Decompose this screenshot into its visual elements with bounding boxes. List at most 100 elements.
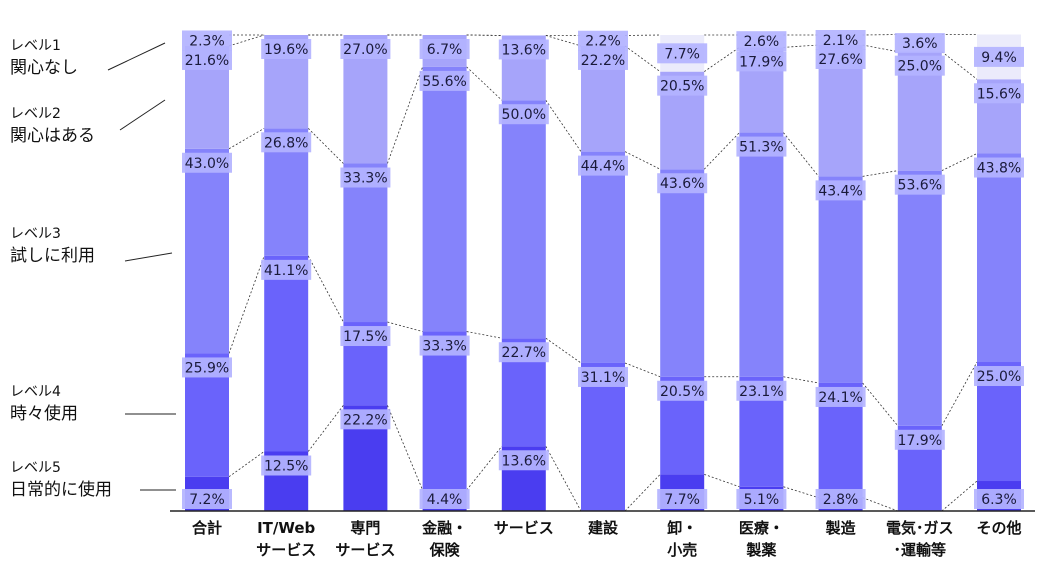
category-label: 製薬	[745, 541, 776, 559]
value-label: 26.8%	[264, 135, 308, 151]
category-label: その他	[976, 519, 1021, 537]
value-label-bg	[974, 489, 1024, 509]
value-label: 4.4%	[427, 492, 463, 508]
value-label: 27.0%	[343, 42, 387, 58]
value-label: 43.8%	[977, 161, 1021, 177]
value-label: 20.5%	[660, 384, 704, 400]
value-label-bg	[578, 366, 628, 387]
value-label: 51.3%	[739, 140, 783, 156]
value-label: 9.4%	[981, 50, 1017, 66]
value-label: 23.1%	[739, 384, 783, 400]
bar-segment	[264, 255, 309, 452]
bar-segment	[501, 100, 546, 339]
value-label-bg	[974, 157, 1024, 178]
category-label: 製造	[825, 519, 856, 537]
category-label: 建設	[588, 519, 619, 537]
value-label: 27.6%	[818, 52, 862, 68]
connector-line	[703, 47, 740, 72]
value-label: 24.1%	[818, 390, 862, 406]
legend-label: 試しに利用	[10, 246, 95, 266]
value-label-bg	[815, 180, 866, 201]
value-label: 2.1%	[823, 33, 859, 49]
legend-level: レベル5	[10, 460, 61, 476]
bar-segment	[343, 163, 388, 323]
value-label: 31.1%	[581, 370, 625, 386]
legend-label: 時々使用	[10, 403, 78, 424]
value-label-bg	[974, 366, 1024, 387]
value-label-bg	[182, 152, 232, 173]
value-label-bg	[736, 31, 787, 52]
connector-line	[862, 382, 899, 427]
value-label: 7.7%	[664, 492, 700, 508]
connector-line	[624, 45, 661, 72]
connector-line	[624, 474, 661, 512]
bar-segment	[977, 153, 1021, 363]
legend-level: レベル4	[10, 384, 61, 400]
category-label: 金融・	[421, 519, 467, 537]
connector-line	[783, 376, 819, 384]
value-label: 25.9%	[185, 360, 229, 376]
value-label: 6.7%	[427, 42, 463, 58]
connector-line	[941, 361, 978, 426]
value-label: 55.6%	[422, 74, 466, 90]
connector-line	[307, 128, 344, 164]
value-label: 43.6%	[660, 176, 704, 192]
value-label: 53.6%	[898, 178, 942, 194]
connector-line	[624, 362, 661, 378]
value-label-bg	[261, 39, 312, 59]
category-label: ･運輸等	[894, 541, 947, 559]
category-label: 医療・	[739, 519, 784, 537]
connector-line	[307, 255, 344, 323]
value-label-bg	[498, 342, 549, 363]
connector-line	[862, 44, 898, 53]
legend-pointer-line	[124, 252, 173, 262]
connector-line	[941, 153, 978, 172]
value-label: 22.2%	[343, 412, 387, 428]
value-label: 21.6%	[185, 53, 229, 69]
value-label-bg	[182, 49, 232, 70]
category-label: サービス	[256, 541, 316, 559]
value-label-bg	[340, 326, 391, 347]
value-label-bg	[815, 29, 866, 50]
bar-segment	[897, 170, 942, 426]
bar-segment	[422, 66, 467, 332]
value-label-bg	[419, 335, 470, 356]
value-label-bg	[261, 259, 312, 280]
connector-line	[703, 132, 740, 170]
value-label: 3.6%	[902, 36, 938, 52]
category-label: 専門	[350, 519, 380, 537]
value-label: 17.9%	[898, 433, 942, 449]
value-label-bg	[974, 83, 1024, 104]
connector-lines	[228, 34, 978, 512]
value-label-bg	[974, 46, 1024, 67]
category-label: 保険	[429, 541, 461, 559]
value-label-bg	[657, 173, 708, 194]
bar-segment	[185, 148, 229, 354]
connector-line	[545, 446, 582, 512]
legend-label: 関心なし	[10, 58, 78, 78]
value-label-bg	[578, 155, 628, 176]
value-label-bg	[340, 409, 391, 430]
legend-level: レベル2	[10, 106, 61, 122]
value-label-bg	[498, 104, 549, 125]
connector-line	[466, 331, 502, 339]
legend-level: レベル3	[10, 226, 61, 242]
value-label: 19.6%	[264, 42, 308, 58]
connector-line	[862, 497, 898, 512]
value-label: 43.4%	[818, 183, 862, 199]
value-label-bg	[419, 489, 470, 509]
value-label-bg	[894, 174, 945, 195]
bar-segment	[422, 331, 467, 491]
value-label-bg	[182, 489, 232, 509]
value-label: 25.0%	[977, 369, 1021, 385]
value-label: 6.3%	[981, 492, 1017, 508]
connector-line	[228, 127, 265, 150]
connector-line	[545, 99, 582, 152]
value-label-bg	[657, 380, 708, 401]
value-label-bg	[340, 167, 391, 188]
legend-label: 日常的に使用	[10, 479, 112, 500]
connector-line	[545, 337, 582, 364]
value-label-bg	[815, 386, 866, 407]
value-label-bg	[578, 49, 628, 70]
